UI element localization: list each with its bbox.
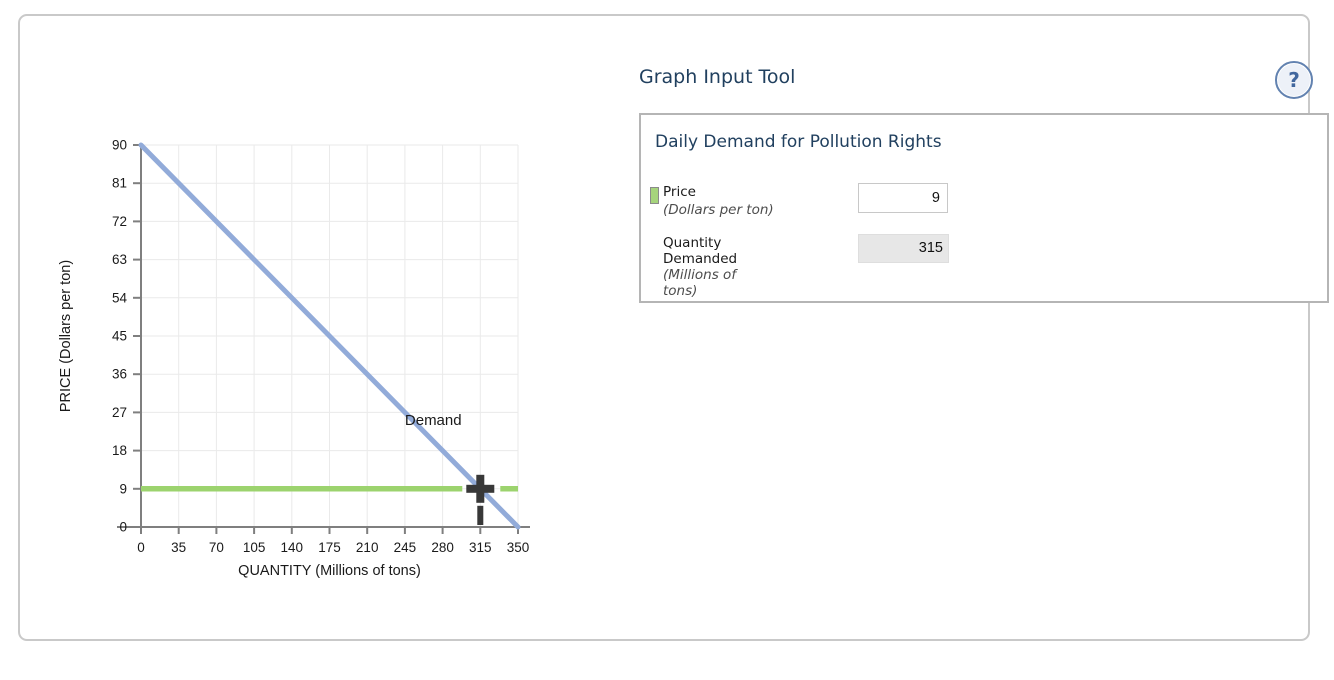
x-tick-label: 175 [318, 540, 341, 555]
demand-label: Demand [405, 412, 462, 429]
page-title: Graph Input Tool [639, 66, 796, 88]
price-line-swatch-icon [650, 187, 659, 204]
x-tick-label: 315 [469, 540, 492, 555]
demand-line[interactable] [138, 142, 521, 530]
quantity-units-label: (Millions of tons) [663, 267, 737, 299]
x-tick-label: 140 [281, 540, 304, 555]
price-input[interactable] [858, 183, 948, 213]
x-axis-title: QUANTITY (Millions of tons) [238, 563, 421, 579]
x-tick-label: 350 [507, 540, 530, 555]
y-tick-label: 45 [112, 329, 127, 344]
x-tick-label: 70 [209, 540, 224, 555]
y-tick-label: 27 [112, 405, 127, 420]
y-axis-title: PRICE (Dollars per ton) [58, 260, 74, 412]
x-tick-label: 245 [394, 540, 417, 555]
y-tick-label: 36 [112, 367, 127, 382]
x-tick-label: 210 [356, 540, 379, 555]
y-tick-label: 9 [119, 481, 127, 496]
y-tick-label: 90 [112, 138, 127, 153]
question-mark-icon: ? [1288, 68, 1300, 92]
x-tick-label: 35 [171, 540, 186, 555]
graph-input-tool-card: 0 35 70 105 140 175 210 245 280 315 350 0 9 18 27 36 45 5… [18, 14, 1329, 641]
y-tick-label: 18 [112, 443, 127, 458]
demand-chart-area[interactable]: 0 35 70 105 140 175 210 245 280 315 350 0 9 18 27 36 45 5… [50, 131, 550, 601]
quantity-demanded-label: Quantity Demanded [663, 235, 738, 267]
quantity-guide-dash [477, 505, 484, 525]
y-tick-label: 63 [112, 252, 127, 267]
demand-chart[interactable]: 0 35 70 105 140 175 210 245 280 315 350 0 9 18 27 36 45 5… [50, 131, 550, 601]
y-tick-label: 54 [112, 290, 128, 305]
x-tick-label: 105 [243, 540, 266, 555]
demand-input-panel: Daily Demand for Pollution Rights Price … [639, 113, 1329, 303]
panel-title: Daily Demand for Pollution Rights [655, 132, 942, 152]
quantity-demanded-value: 315 [858, 234, 949, 263]
price-label: Price [663, 184, 696, 200]
y-tick-label: 72 [112, 214, 127, 229]
help-icon[interactable]: ? [1275, 61, 1313, 99]
y-tick-label: 81 [112, 176, 127, 191]
crosshair-marker[interactable] [476, 474, 485, 503]
x-tick-label: 280 [431, 540, 454, 555]
x-tick-label: 0 [137, 540, 145, 555]
y-tick-label: 0 [119, 520, 127, 535]
price-units-label: (Dollars per ton) [663, 202, 774, 218]
